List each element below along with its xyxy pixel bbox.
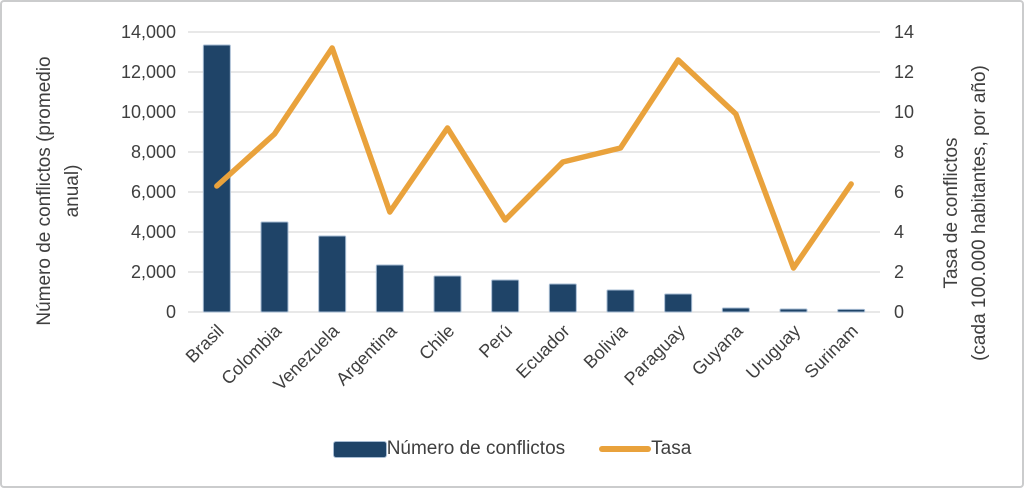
y-axis-tick-left: 12,000 <box>121 62 176 82</box>
y-axis-tick-right: 4 <box>894 222 904 242</box>
bar-surinam <box>837 308 866 313</box>
legend-item-tasa: Tasa <box>599 438 691 460</box>
left-axis-title-line1: Número de conflictos (promedio <box>34 56 55 326</box>
x-axis-label-guyana: Guyana <box>688 320 747 379</box>
y-axis-tick-right: 12 <box>894 62 914 82</box>
x-axis-label-argentina: Argentina <box>332 320 401 389</box>
y-axis-tick-left: 4,000 <box>131 222 176 242</box>
bar-bolivia <box>606 289 635 313</box>
x-axis-label-ecuador: Ecuador <box>512 321 574 383</box>
bar-uruguay <box>779 308 808 313</box>
legend-label-conflicts: Número de conflictos <box>386 438 566 459</box>
y-axis-tick-right: 8 <box>894 142 904 162</box>
legend-label-tasa: Tasa <box>651 438 692 459</box>
x-axis-label-brasil: Brasil <box>182 321 228 367</box>
x-axis-label-uruguay: Uruguay <box>742 321 804 383</box>
right-axis-title-line1: Tasa de conflictos <box>941 137 962 289</box>
x-axis-label-paraguay: Paraguay <box>620 321 689 390</box>
y-axis-tick-right: 6 <box>894 182 904 202</box>
y-axis-tick-left: 2,000 <box>131 262 176 282</box>
right-axis-title: Tasa de conflictos (cada 100.000 habitan… <box>938 6 996 420</box>
right-axis-title-line2: (cada 100.000 habitantes, por año) <box>968 65 990 361</box>
bar-chile <box>433 275 462 313</box>
y-axis-tick-left: 10,000 <box>121 102 176 122</box>
bar-venezuela <box>318 235 347 313</box>
left-axis-title-line2: anual) <box>61 164 83 218</box>
bar-colombia <box>260 221 289 313</box>
legend-line-swatch-icon <box>599 446 652 452</box>
y-axis-tick-left: 0 <box>166 302 176 322</box>
tasa-line <box>214 45 854 271</box>
y-axis-tick-right: 14 <box>894 22 914 42</box>
x-axis-label-surinam: Surinam <box>800 321 862 383</box>
bar-guyana <box>721 307 750 313</box>
left-axis-title: Número de conflictos (promedio anual) <box>31 2 89 381</box>
y-axis-tick-right: 2 <box>894 262 904 282</box>
y-axis-tick-right: 0 <box>894 302 904 322</box>
bar-brasil <box>202 44 231 313</box>
y-axis-tick-left: 8,000 <box>131 142 176 162</box>
y-axis-tick-left: 6,000 <box>131 182 176 202</box>
bar-argentina <box>375 264 404 313</box>
bar-paraguay <box>664 293 693 313</box>
legend: Número de conflictos Tasa <box>2 438 1022 460</box>
x-axis-label-perú: Perú <box>475 321 516 362</box>
bar-perú <box>491 279 520 313</box>
y-axis-tick-right: 10 <box>894 102 914 122</box>
y-axis-tick-left: 14,000 <box>121 22 176 42</box>
x-axis-label-chile: Chile <box>415 321 458 364</box>
bar-ecuador <box>548 283 577 313</box>
legend-bar-swatch-icon <box>332 440 387 458</box>
x-axis-label-bolivia: Bolivia <box>580 320 632 372</box>
legend-item-conflicts: Número de conflictos <box>332 438 566 460</box>
